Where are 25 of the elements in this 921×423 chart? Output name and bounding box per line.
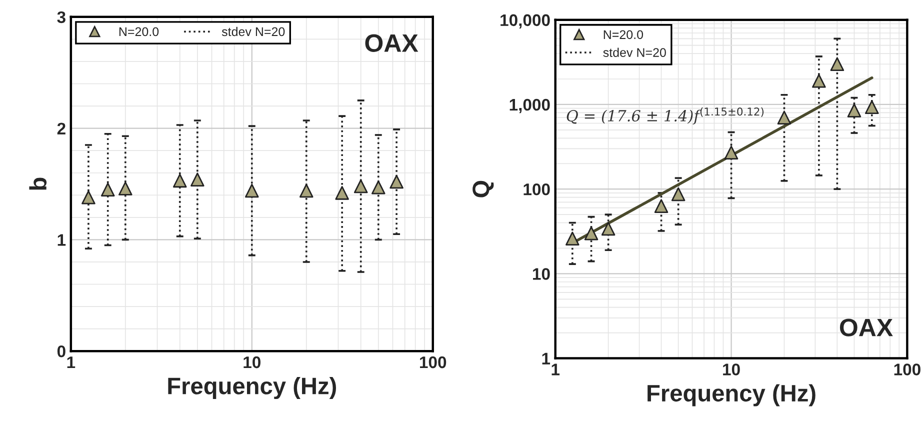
y-tick-label: 0: [57, 345, 66, 358]
x-tick-label: 10: [244, 356, 260, 368]
y-tick-label: 10: [533, 268, 550, 280]
y-tick-label: 10,000: [500, 14, 550, 28]
x-tick-label: 1: [552, 364, 560, 376]
annotation: OAX: [365, 34, 418, 52]
x-tick-label: 100: [894, 364, 920, 376]
y-axis-title: Q: [472, 180, 494, 198]
x-tick-label: 100: [420, 356, 446, 368]
y-tick-label: 1,000: [510, 98, 550, 114]
y-axis-title: b: [29, 178, 47, 190]
x-tick-label: 10: [723, 364, 740, 376]
y-tick-label: 2: [57, 122, 66, 134]
x-axis-title: Frequency (Hz): [168, 377, 336, 400]
x-axis-title: Frequency (Hz): [648, 384, 816, 406]
annotation: OAX: [840, 318, 893, 336]
y-tick-label: 3: [57, 11, 66, 24]
legend-label: N=20.0: [604, 30, 644, 40]
annotation: Q = (17.6 ± 1.4)f$^{(1.15±0.12)}$: [566, 107, 764, 124]
annotation: stdev N=20: [222, 26, 285, 36]
y-tick-label: 1: [58, 234, 66, 246]
y-tick-label: 100: [524, 183, 550, 196]
legend-label: N=20.0: [119, 27, 159, 36]
x-tick-label: 1: [67, 356, 76, 368]
annotation: stdev N=20: [603, 48, 666, 57]
